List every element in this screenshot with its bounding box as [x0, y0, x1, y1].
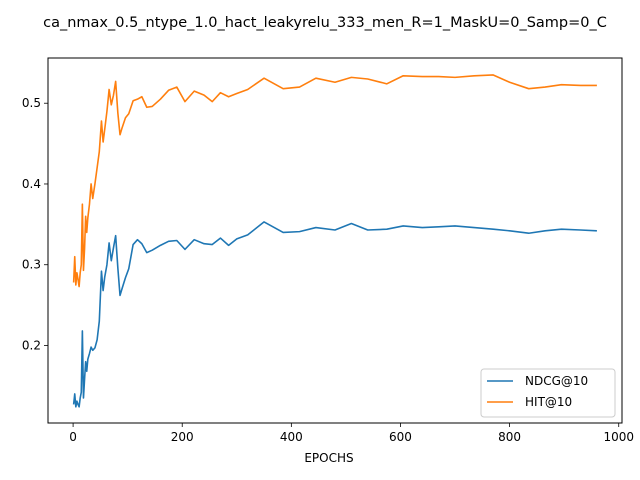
legend-label-ndcg: NDCG@10: [525, 374, 588, 388]
legend-label-hit: HIT@10: [525, 395, 572, 409]
x-axis: 0 200 400 600 800 1000: [69, 423, 634, 444]
y-tick-label: 0.3: [22, 258, 41, 272]
series-line-hit: [72, 74, 597, 288]
series-layer: [72, 74, 597, 408]
y-tick-label: 0.2: [22, 338, 41, 352]
x-tick-label: 200: [171, 430, 194, 444]
x-tick-label: 800: [498, 430, 521, 444]
x-axis-label: EPOCHS: [304, 451, 353, 465]
axes-frame: [47, 57, 623, 424]
x-tick-label: 0: [69, 430, 77, 444]
x-tick-label: 1000: [603, 430, 634, 444]
legend-box: [480, 368, 616, 418]
series-line-ndcg: [72, 221, 597, 408]
legend: NDCG@10 HIT@10: [480, 368, 616, 418]
y-axis: 0.2 0.3 0.4 0.5: [22, 96, 48, 352]
x-tick-label: 600: [389, 430, 412, 444]
x-tick-label: 400: [280, 430, 303, 444]
plot-area: [47, 57, 623, 424]
y-tick-label: 0.5: [22, 96, 41, 110]
y-tick-label: 0.4: [22, 177, 41, 191]
chart-title: ca_nmax_0.5_ntype_1.0_hact_leakyrelu_333…: [43, 15, 607, 31]
